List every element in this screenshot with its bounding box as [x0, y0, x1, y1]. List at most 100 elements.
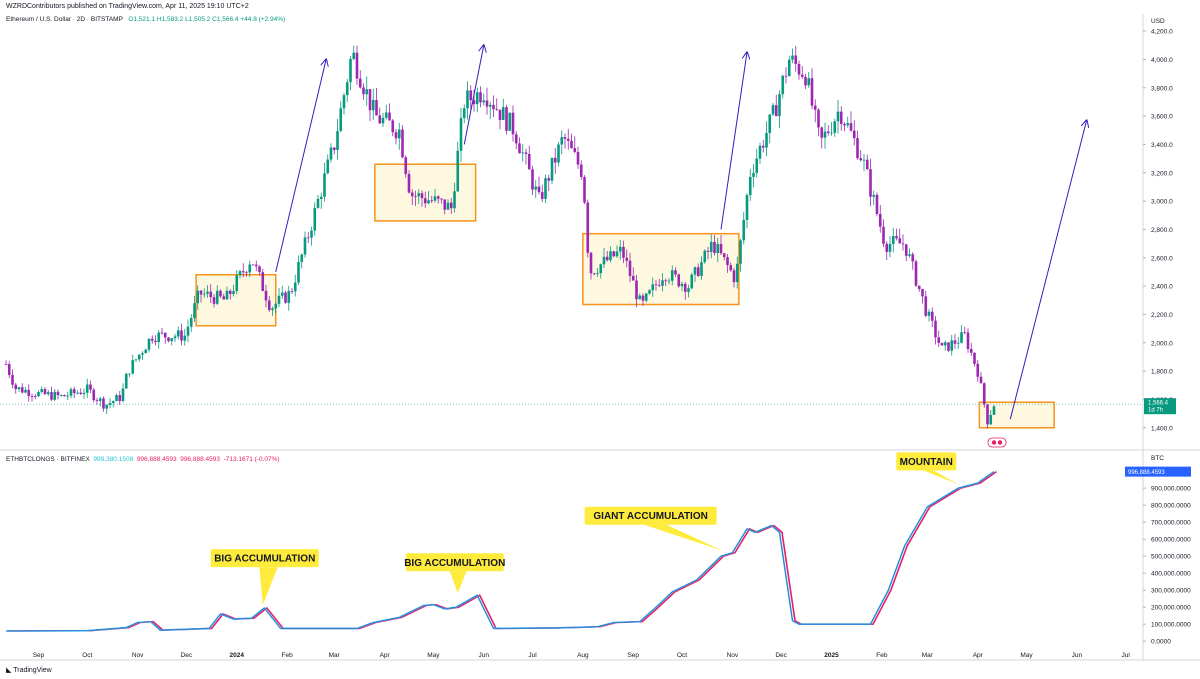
- candle-body: [124, 373, 128, 389]
- price-tick-label: 1,800.0: [1151, 369, 1173, 376]
- last-price-tag: [1144, 398, 1176, 415]
- candle-body: [891, 236, 895, 244]
- candle-body: [355, 52, 359, 79]
- candle-body: [690, 274, 694, 289]
- candle-body: [791, 55, 794, 60]
- candle-body: [664, 280, 668, 282]
- candle-body: [115, 395, 118, 402]
- candle-body: [196, 290, 200, 304]
- candle-body: [586, 202, 590, 253]
- price-tick-label: 3,400.0: [1151, 142, 1173, 149]
- longs-line-blue: [5, 470, 995, 632]
- candle-body: [176, 330, 180, 337]
- candle-body: [472, 100, 476, 105]
- candle-body: [771, 105, 775, 115]
- price-axis-unit: USD: [1151, 18, 1165, 25]
- candle-body: [813, 105, 817, 110]
- tradingview-logo[interactable]: ◣ TradingView: [6, 666, 52, 674]
- candle-body: [219, 290, 222, 297]
- candle-body: [59, 395, 63, 396]
- time-tick-label: Jul: [1121, 652, 1130, 659]
- candle-body: [745, 195, 749, 220]
- candle-body: [329, 147, 333, 160]
- candle-body: [670, 270, 674, 281]
- candle-body: [966, 332, 970, 349]
- candle-body: [758, 145, 762, 159]
- candle-body: [183, 335, 187, 341]
- callout-box: [405, 553, 504, 572]
- candle-body: [446, 202, 450, 210]
- candle-body: [661, 280, 664, 286]
- candle-body: [501, 107, 505, 120]
- candle-body: [102, 398, 105, 409]
- candle-body: [85, 384, 89, 393]
- candle-body: [248, 264, 252, 273]
- candle-body: [787, 59, 791, 77]
- candle-body: [839, 111, 843, 124]
- candle-body: [654, 284, 658, 286]
- candle-body: [735, 263, 739, 283]
- candle-body: [488, 104, 492, 107]
- candle-body: [258, 266, 261, 273]
- candle-body: [651, 284, 655, 291]
- candle-body: [908, 254, 911, 256]
- time-tick-label: Jul: [528, 652, 537, 659]
- time-tick-label: Jun: [479, 652, 490, 659]
- candle-body: [589, 252, 593, 274]
- candle-body: [170, 338, 174, 342]
- candle-body: [50, 392, 53, 400]
- candle-body: [69, 389, 73, 396]
- candle-body: [157, 332, 161, 343]
- candle-body: [436, 196, 440, 199]
- candle-body: [433, 196, 437, 201]
- candle-body: [563, 137, 567, 139]
- candle-body: [612, 251, 616, 257]
- candle-body: [992, 406, 996, 415]
- candle-body: [553, 157, 557, 163]
- candle-body: [521, 152, 525, 154]
- time-tick-label: Mar: [329, 652, 341, 659]
- candle-body: [618, 246, 622, 252]
- candle-body: [924, 296, 928, 316]
- candle-body: [319, 196, 323, 199]
- candle-body: [251, 264, 255, 266]
- candle-body: [914, 261, 918, 286]
- longs-last-label: 996,888.4593: [1128, 470, 1165, 476]
- projection-arrow: [275, 59, 326, 273]
- event-dot-icon: [997, 440, 1003, 445]
- candle-body: [622, 246, 625, 258]
- candle-body: [303, 237, 307, 255]
- candle-body: [290, 291, 294, 292]
- event-dot-icon: [991, 440, 997, 445]
- time-tick-label: May: [1020, 652, 1033, 659]
- candle-body: [293, 282, 297, 292]
- candle-body: [235, 275, 239, 292]
- candle-body: [956, 342, 960, 344]
- candle-body: [349, 58, 352, 83]
- candle-body: [544, 178, 547, 199]
- candle-body: [271, 308, 274, 311]
- candle-body: [27, 389, 31, 397]
- candle-body: [76, 392, 79, 394]
- candle-body: [609, 251, 612, 261]
- candle-body: [443, 199, 447, 210]
- candle-body: [4, 364, 8, 365]
- candle-body: [46, 392, 50, 395]
- candle-body: [878, 213, 882, 227]
- candle-body: [225, 290, 229, 300]
- candle-body: [401, 129, 404, 158]
- candle-body: [917, 285, 921, 289]
- longs-value-1: 999,380.1508: [93, 456, 134, 463]
- candle-body: [973, 352, 976, 364]
- candle-body: [729, 265, 733, 271]
- candle-body: [579, 164, 583, 178]
- price-tick-label: 4,000.0: [1151, 57, 1173, 64]
- candle-body: [638, 295, 642, 300]
- candle-body: [761, 145, 765, 148]
- candle-body: [882, 226, 885, 244]
- candle-body: [700, 262, 703, 277]
- candle-body: [911, 254, 915, 262]
- candle-body: [17, 387, 21, 390]
- candle-body: [397, 129, 401, 139]
